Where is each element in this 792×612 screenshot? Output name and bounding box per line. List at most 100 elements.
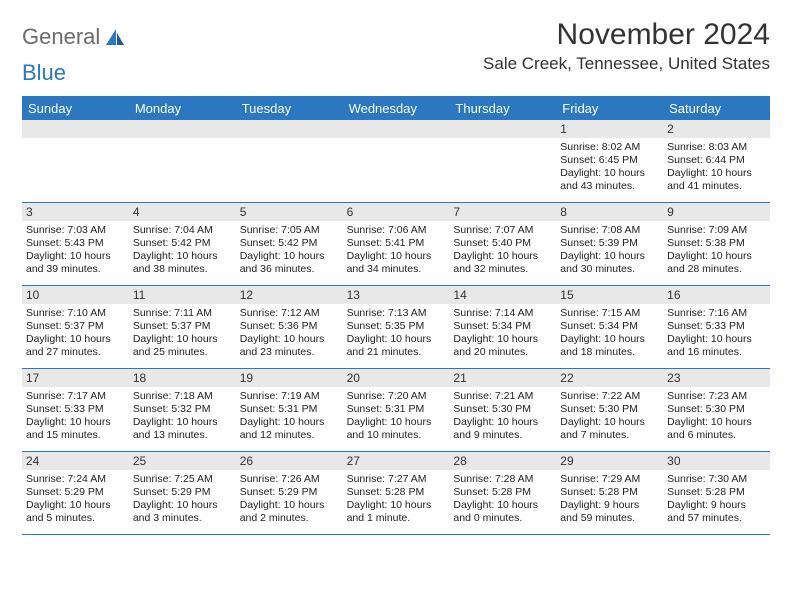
daylight-text: Daylight: 10 hours <box>560 250 659 263</box>
day-cell: 25Sunrise: 7:25 AMSunset: 5:29 PMDayligh… <box>129 452 236 534</box>
daylight-text: and 32 minutes. <box>453 263 552 276</box>
day-number: 3 <box>22 203 129 221</box>
calendar-grid: SundayMondayTuesdayWednesdayThursdayFrid… <box>22 96 770 535</box>
daylight-text: and 9 minutes. <box>453 429 552 442</box>
day-number: 21 <box>449 369 556 387</box>
daylight-text: Daylight: 10 hours <box>347 416 446 429</box>
daylight-text: Daylight: 9 hours <box>560 499 659 512</box>
sunset-text: Sunset: 5:31 PM <box>240 403 339 416</box>
sunset-text: Sunset: 5:34 PM <box>453 320 552 333</box>
daylight-text: and 16 minutes. <box>667 346 766 359</box>
day-number: 26 <box>236 452 343 470</box>
weeks-container: 1Sunrise: 8:02 AMSunset: 6:45 PMDaylight… <box>22 120 770 535</box>
daylight-text: and 41 minutes. <box>667 180 766 193</box>
day-number: 8 <box>556 203 663 221</box>
daylight-text: and 36 minutes. <box>240 263 339 276</box>
sunset-text: Sunset: 5:37 PM <box>133 320 232 333</box>
daylight-text: and 12 minutes. <box>240 429 339 442</box>
sunset-text: Sunset: 5:28 PM <box>667 486 766 499</box>
daylight-text: and 3 minutes. <box>133 512 232 525</box>
sunrise-text: Sunrise: 7:03 AM <box>26 224 125 237</box>
dow-cell: Tuesday <box>236 98 343 120</box>
title-block: November 2024 Sale Creek, Tennessee, Uni… <box>483 18 770 74</box>
day-cell: 13Sunrise: 7:13 AMSunset: 5:35 PMDayligh… <box>343 286 450 368</box>
day-number: 5 <box>236 203 343 221</box>
sunset-text: Sunset: 5:38 PM <box>667 237 766 250</box>
sunset-text: Sunset: 5:39 PM <box>560 237 659 250</box>
sunrise-text: Sunrise: 7:10 AM <box>26 307 125 320</box>
sunset-text: Sunset: 5:29 PM <box>240 486 339 499</box>
daylight-text: and 34 minutes. <box>347 263 446 276</box>
daylight-text: and 43 minutes. <box>560 180 659 193</box>
dow-cell: Friday <box>556 98 663 120</box>
sunrise-text: Sunrise: 7:26 AM <box>240 473 339 486</box>
dow-cell: Sunday <box>22 98 129 120</box>
dow-cell: Saturday <box>663 98 770 120</box>
sunset-text: Sunset: 6:44 PM <box>667 154 766 167</box>
day-cell: 20Sunrise: 7:20 AMSunset: 5:31 PMDayligh… <box>343 369 450 451</box>
day-cell: 17Sunrise: 7:17 AMSunset: 5:33 PMDayligh… <box>22 369 129 451</box>
daylight-text: and 18 minutes. <box>560 346 659 359</box>
sunset-text: Sunset: 5:40 PM <box>453 237 552 250</box>
location-subtitle: Sale Creek, Tennessee, United States <box>483 54 770 74</box>
day-cell: 15Sunrise: 7:15 AMSunset: 5:34 PMDayligh… <box>556 286 663 368</box>
day-number <box>236 120 343 138</box>
day-cell <box>343 120 450 202</box>
daylight-text: Daylight: 10 hours <box>133 250 232 263</box>
day-number: 10 <box>22 286 129 304</box>
sunset-text: Sunset: 5:34 PM <box>560 320 659 333</box>
day-number: 16 <box>663 286 770 304</box>
sunrise-text: Sunrise: 7:29 AM <box>560 473 659 486</box>
daylight-text: Daylight: 10 hours <box>26 333 125 346</box>
brand-word-1: General <box>22 24 100 50</box>
daylight-text: Daylight: 10 hours <box>240 250 339 263</box>
sunset-text: Sunset: 5:33 PM <box>26 403 125 416</box>
daylight-text: Daylight: 10 hours <box>240 333 339 346</box>
sunrise-text: Sunrise: 7:04 AM <box>133 224 232 237</box>
sunrise-text: Sunrise: 7:09 AM <box>667 224 766 237</box>
day-number: 4 <box>129 203 236 221</box>
sunset-text: Sunset: 5:29 PM <box>26 486 125 499</box>
sunset-text: Sunset: 5:30 PM <box>453 403 552 416</box>
day-cell: 30Sunrise: 7:30 AMSunset: 5:28 PMDayligh… <box>663 452 770 534</box>
day-cell: 16Sunrise: 7:16 AMSunset: 5:33 PMDayligh… <box>663 286 770 368</box>
day-cell: 12Sunrise: 7:12 AMSunset: 5:36 PMDayligh… <box>236 286 343 368</box>
sunrise-text: Sunrise: 7:07 AM <box>453 224 552 237</box>
day-cell: 8Sunrise: 7:08 AMSunset: 5:39 PMDaylight… <box>556 203 663 285</box>
daylight-text: and 20 minutes. <box>453 346 552 359</box>
day-number: 17 <box>22 369 129 387</box>
daylight-text: and 5 minutes. <box>26 512 125 525</box>
sunrise-text: Sunrise: 7:20 AM <box>347 390 446 403</box>
daylight-text: Daylight: 10 hours <box>453 499 552 512</box>
day-cell: 21Sunrise: 7:21 AMSunset: 5:30 PMDayligh… <box>449 369 556 451</box>
day-cell: 7Sunrise: 7:07 AMSunset: 5:40 PMDaylight… <box>449 203 556 285</box>
day-number: 29 <box>556 452 663 470</box>
sunset-text: Sunset: 5:42 PM <box>133 237 232 250</box>
sunset-text: Sunset: 5:28 PM <box>560 486 659 499</box>
day-number: 22 <box>556 369 663 387</box>
sunset-text: Sunset: 5:30 PM <box>667 403 766 416</box>
day-number: 7 <box>449 203 556 221</box>
day-number: 20 <box>343 369 450 387</box>
sunset-text: Sunset: 5:43 PM <box>26 237 125 250</box>
day-of-week-header: SundayMondayTuesdayWednesdayThursdayFrid… <box>22 98 770 120</box>
sunrise-text: Sunrise: 7:30 AM <box>667 473 766 486</box>
day-cell <box>129 120 236 202</box>
sunrise-text: Sunrise: 7:21 AM <box>453 390 552 403</box>
day-number: 19 <box>236 369 343 387</box>
daylight-text: Daylight: 10 hours <box>347 250 446 263</box>
daylight-text: Daylight: 10 hours <box>560 333 659 346</box>
sunset-text: Sunset: 5:29 PM <box>133 486 232 499</box>
sunset-text: Sunset: 5:42 PM <box>240 237 339 250</box>
day-number <box>129 120 236 138</box>
sunrise-text: Sunrise: 7:24 AM <box>26 473 125 486</box>
daylight-text: Daylight: 10 hours <box>26 250 125 263</box>
sunset-text: Sunset: 5:28 PM <box>453 486 552 499</box>
daylight-text: Daylight: 10 hours <box>240 416 339 429</box>
sunrise-text: Sunrise: 8:03 AM <box>667 141 766 154</box>
daylight-text: Daylight: 10 hours <box>347 333 446 346</box>
daylight-text: Daylight: 10 hours <box>560 167 659 180</box>
daylight-text: and 30 minutes. <box>560 263 659 276</box>
day-number: 14 <box>449 286 556 304</box>
daylight-text: and 21 minutes. <box>347 346 446 359</box>
